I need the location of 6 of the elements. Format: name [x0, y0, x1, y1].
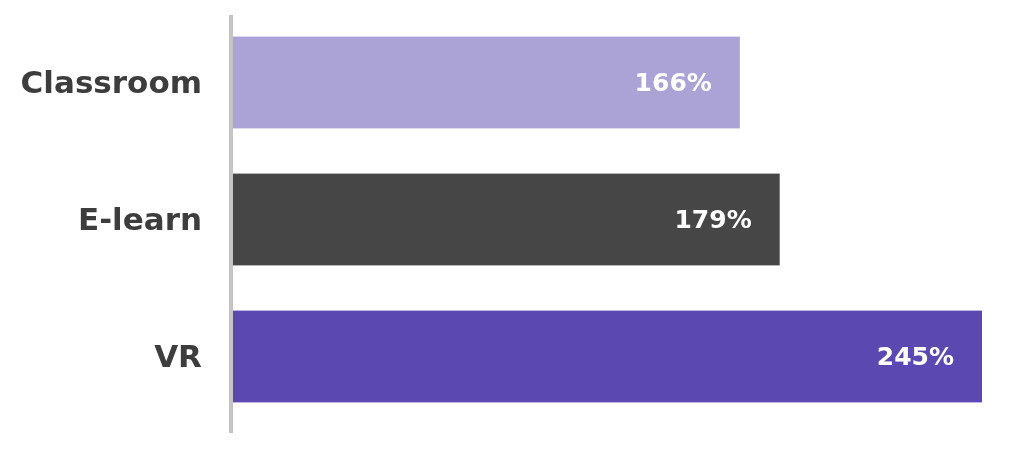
- data-label: 179%: [674, 205, 752, 235]
- y-tick-label: VR: [154, 338, 203, 375]
- data-label: 245%: [876, 342, 954, 372]
- data-label: 166%: [634, 68, 712, 98]
- y-tick-label: Classroom: [20, 64, 202, 101]
- y-tick-label: E-learn: [78, 201, 202, 238]
